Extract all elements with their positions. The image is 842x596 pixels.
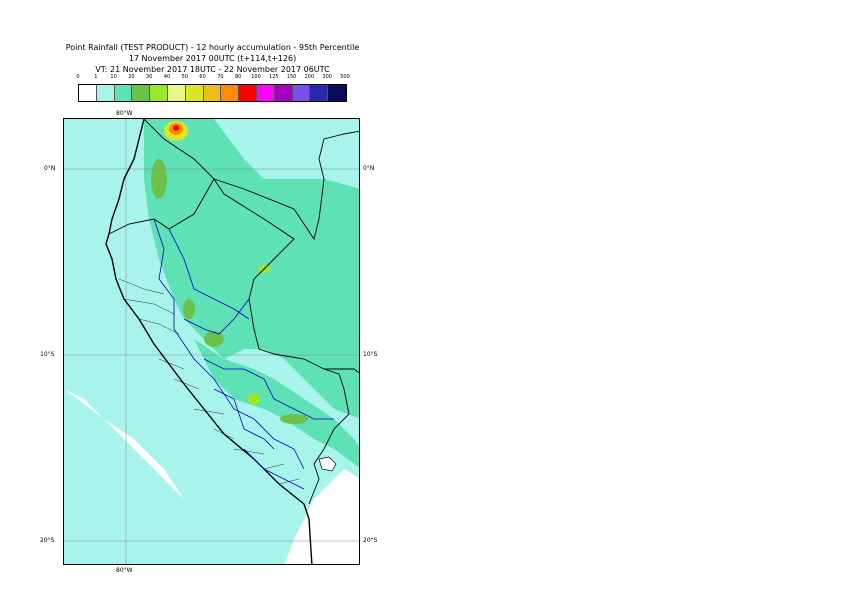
legend-threshold-label: 150 (286, 74, 297, 80)
legend-swatch (96, 85, 115, 101)
legend-threshold-label: 500 (340, 74, 350, 80)
region-boundaries (153, 218, 334, 490)
coastline (105, 119, 313, 564)
legend-threshold-label: 70 (217, 74, 224, 80)
rain-max-core (173, 125, 179, 131)
legend-threshold-label: 30 (146, 74, 153, 80)
map-canvas (64, 119, 359, 564)
lat-label-20-right: 20°S (363, 537, 378, 544)
chart-title: Point Rainfall (TEST PRODUCT) - 12 hourl… (40, 42, 385, 75)
legend-swatch (114, 85, 133, 101)
legend-threshold-label: 80 (235, 74, 242, 80)
legend-threshold-label: 100 (251, 74, 261, 80)
lat-label-0-left: 0°N (44, 165, 56, 172)
rainfall-map (63, 118, 360, 565)
legend-threshold-label: 200 (304, 74, 315, 80)
legend-threshold-label: 0 (76, 74, 80, 80)
lon-label-top: 80°W (116, 110, 133, 117)
lat-label-10-right: 10°S (363, 351, 378, 358)
internal-boundaries (118, 278, 300, 485)
legend-threshold-label: 125 (269, 74, 279, 80)
legend-threshold-label: 20 (128, 74, 135, 80)
legend-threshold-label: 60 (199, 74, 206, 80)
lon-label-bottom: 80°W (116, 567, 133, 574)
lat-label-20-left: 20°S (40, 537, 55, 544)
rain-band-medium-south (194, 339, 359, 468)
rain-spot-4 (280, 414, 308, 424)
legend-swatch (167, 85, 186, 101)
rain-spot-1 (151, 159, 167, 199)
title-line-2: 17 November 2017 00UTC (t+114,t+126) (128, 54, 297, 63)
legend-threshold-label: 10 (110, 74, 117, 80)
rain-spot-3 (183, 299, 195, 319)
title-line-1: Point Rainfall (TEST PRODUCT) - 12 hourl… (65, 43, 360, 52)
legend-labels: 0 1 10 20 30 40 50 60 70 80 100 125 150 200 300 500 (63, 74, 363, 84)
legend-threshold-label: 300 (322, 74, 332, 80)
legend-swatch (310, 85, 329, 101)
legend-swatch (150, 85, 168, 101)
legend-swatch (79, 85, 97, 101)
legend-threshold-label: 40 (163, 74, 171, 80)
lake-titicaca (318, 456, 337, 472)
legend-threshold-label: 50 (181, 74, 188, 80)
legend-threshold-label: 1 (94, 74, 98, 80)
rain-spot-2 (204, 331, 224, 347)
title-line-3: VT: 21 November 2017 18UTC - 22 November… (95, 65, 330, 74)
legend-swatch (132, 85, 151, 101)
legend-swatch (256, 85, 275, 101)
legend-swatch (203, 85, 222, 101)
legend-swatch (274, 85, 293, 101)
rain-spot-5 (248, 393, 260, 405)
color-legend (78, 84, 347, 102)
legend-swatch (185, 85, 204, 101)
lat-label-10-left: 10°S (40, 351, 55, 358)
legend-swatch (328, 85, 346, 101)
legend-swatch (292, 85, 311, 101)
legend-swatch (221, 85, 240, 101)
rain-ocean-south (64, 389, 238, 564)
country-border (108, 119, 359, 505)
legend-swatch (239, 85, 257, 101)
lat-label-0-right: 0°N (363, 165, 375, 172)
rain-band-medium (144, 119, 359, 419)
